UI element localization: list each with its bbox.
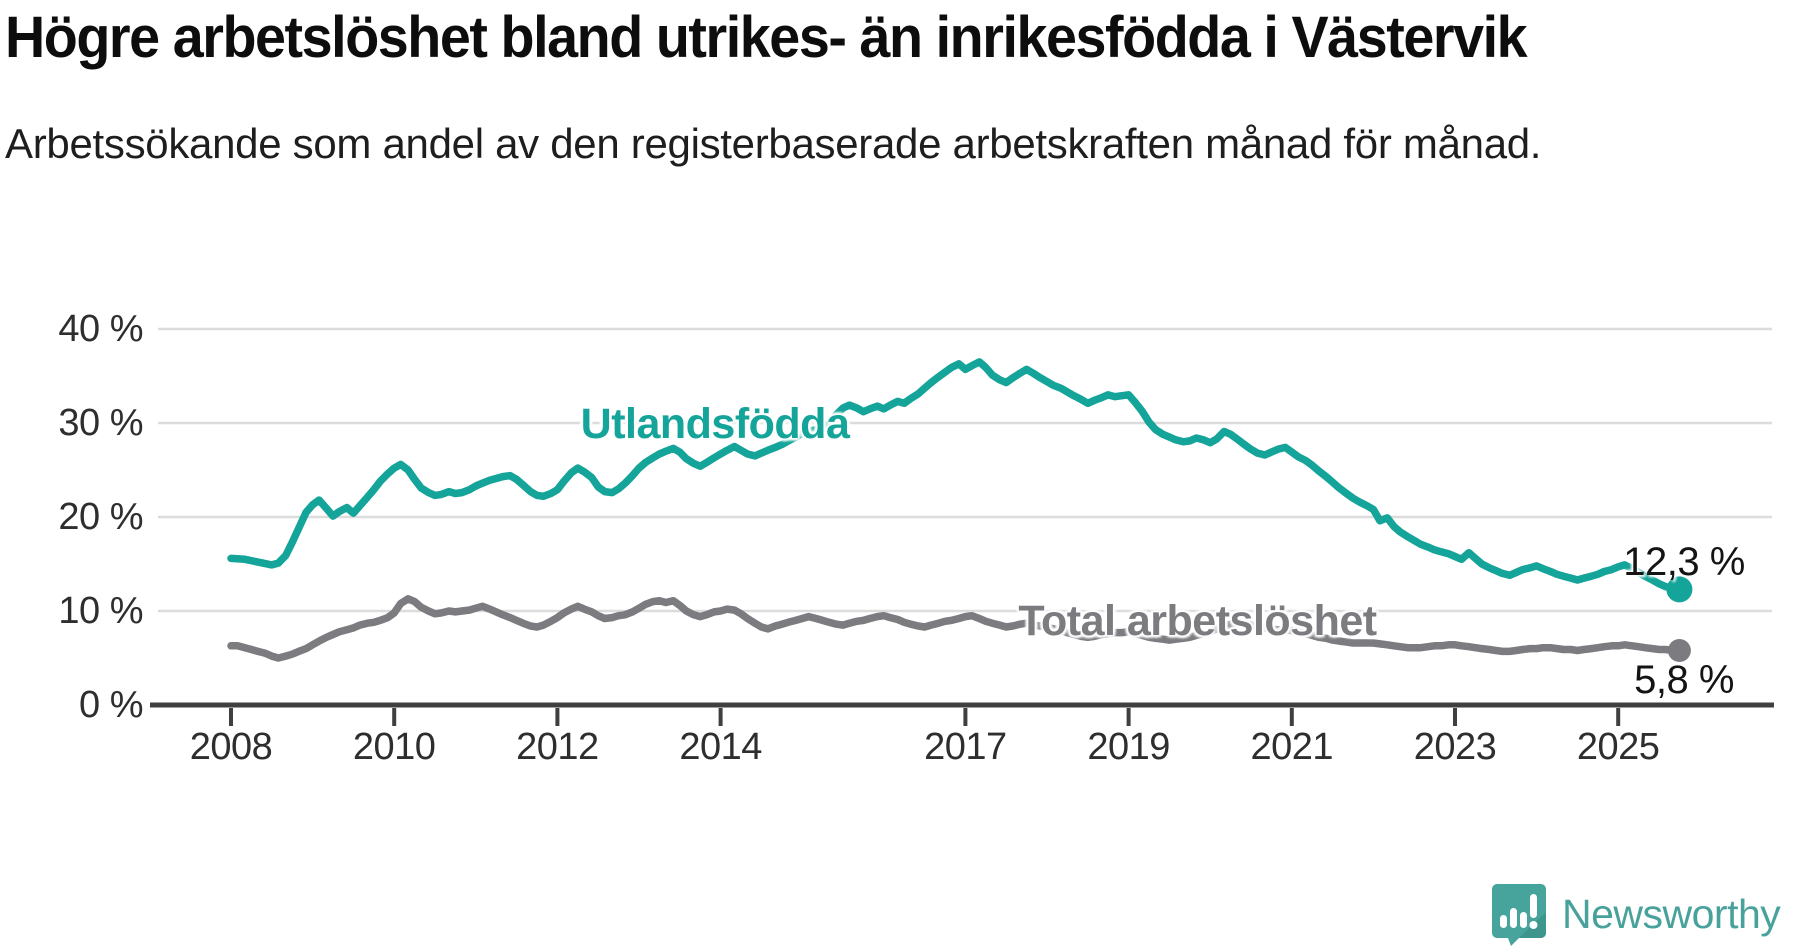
y-tick-label-20: 20 %	[58, 496, 143, 538]
x-tick-label-2008: 2008	[189, 726, 273, 768]
end-value-label-total: 5,8 %	[1634, 658, 1734, 702]
x-tick-label-2019: 2019	[1087, 726, 1170, 768]
series-line-utlandsfodda	[227, 358, 1684, 594]
y-tick-label-10: 10 %	[58, 590, 143, 632]
newsworthy-logo-text: Newsworthy	[1562, 890, 1781, 937]
x-tick-label-2010: 2010	[352, 726, 436, 768]
series-end-dot-utlandsfodda	[1666, 576, 1693, 603]
end-value-label-utlandsfodda: 12,3 %	[1623, 540, 1745, 584]
y-tick-label-0: 0 %	[79, 684, 143, 726]
x-tick-label-2012: 2012	[516, 726, 599, 768]
x-tick-label-2014: 2014	[679, 726, 762, 768]
newsworthy-speech-bubble-icon	[1492, 884, 1546, 946]
x-tick-label-2023: 2023	[1413, 726, 1497, 768]
y-tick-label-40: 40 %	[58, 308, 143, 350]
x-tick-label-2025: 2025	[1576, 726, 1660, 768]
x-tick-label-2021: 2021	[1250, 726, 1334, 768]
y-tick-label-30: 30 %	[58, 402, 143, 444]
series-line-total	[227, 595, 1684, 662]
newsworthy-logo: Newsworthy	[1490, 882, 1781, 946]
series-label-utlandsfodda: Utlandsfödda	[580, 400, 850, 448]
chart-subtitle: Arbetssökande som andel av den registerb…	[5, 120, 1542, 167]
page-title: Högre arbetslöshet bland utrikes- än inr…	[5, 5, 1528, 70]
x-tick-label-2017: 2017	[924, 726, 1007, 768]
series-label-total-arbetsloshet: Total arbetslöshet	[1018, 597, 1377, 645]
series-end-dot-total	[1667, 638, 1691, 662]
